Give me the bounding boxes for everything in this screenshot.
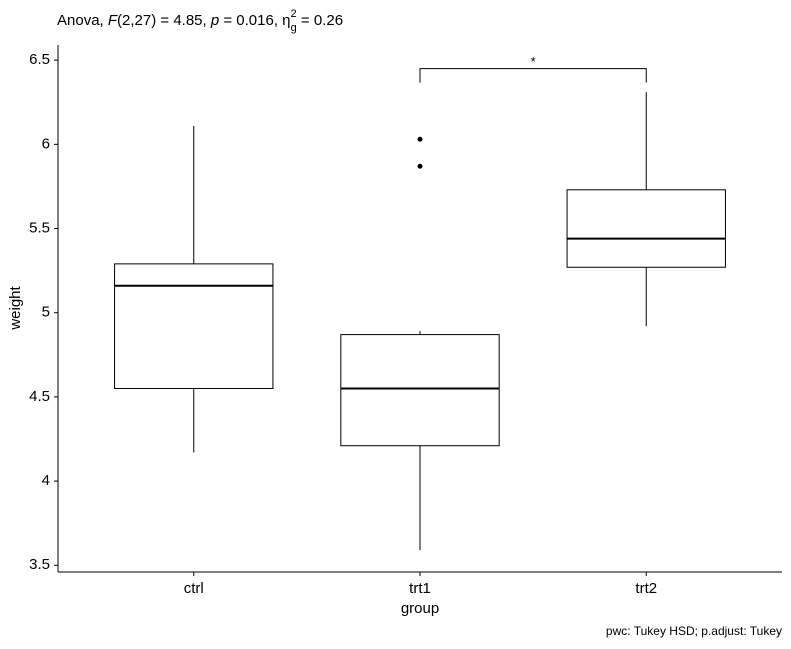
x-tick-label: trt1 (409, 580, 431, 597)
title-part: g (291, 22, 297, 34)
box (566, 189, 726, 268)
title-part: = 0.26 (297, 12, 343, 29)
significance-label: * (531, 54, 536, 69)
chart-title: Anova, F(2,27) = 4.85, p = 0.016, η2 g = … (57, 8, 343, 34)
y-tick-label: 4 (42, 472, 50, 489)
caption: pwc: Tukey HSD; p.adjust: Tukey (606, 624, 782, 638)
title-part: Anova, (57, 12, 108, 29)
title-part: F (108, 12, 118, 29)
y-tick-label: 5.5 (29, 219, 50, 236)
y-axis-title: weight (7, 285, 24, 330)
x-axis-title: group (401, 600, 439, 617)
x-tick-label: ctrl (184, 580, 204, 597)
box (114, 263, 274, 389)
significance-bracket (419, 68, 647, 83)
y-tick-label: 3.5 (29, 556, 50, 573)
x-tick-label: trt2 (635, 580, 657, 597)
outlier (417, 163, 423, 169)
y-tick-label: 5 (42, 304, 50, 321)
y-tick-label: 6 (42, 135, 50, 152)
box (340, 334, 500, 447)
outlier (417, 136, 423, 142)
y-tick-label: 4.5 (29, 388, 50, 405)
y-tick-label: 6.5 (29, 51, 50, 68)
title-part: (2,27) = 4.85, (117, 12, 211, 29)
title-part: = 0.016, η (219, 12, 290, 29)
title-part: p (210, 12, 219, 29)
title-part: 2 (291, 8, 297, 20)
